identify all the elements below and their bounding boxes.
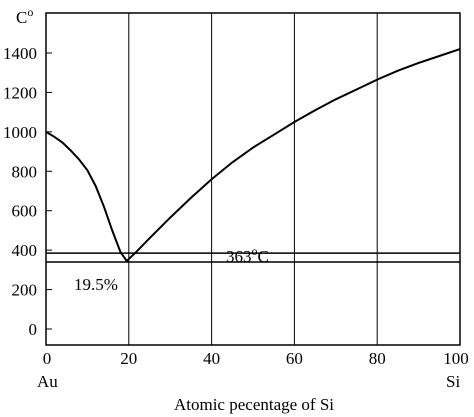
y-tick-label-400: 400 [12,241,38,260]
x-tick-label-100: 100 [443,349,469,368]
y-axis-ticks: 0 200 400 600 800 1000 1200 1400 [3,44,52,339]
plot-frame [45,12,461,346]
x-tick-label-80: 80 [369,349,386,368]
vertical-grid [128,13,378,345]
y-tick-label-200: 200 [12,281,38,300]
y-tick-label-800: 800 [12,162,38,181]
liquidus-curve [45,48,461,263]
x-tick-label-0: 0 [43,349,52,368]
y-tick-label-1200: 1200 [3,83,37,102]
eutectic-composition-label: 19.5% [74,275,118,294]
x-end-label-si: Si [446,372,460,391]
x-axis-ticks: 0 20 40 60 80 100 [43,349,469,368]
x-tick-label-60: 60 [286,349,303,368]
y-tick-label-0: 0 [29,320,38,339]
y-tick-label-600: 600 [12,202,38,221]
x-tick-label-20: 20 [120,349,137,368]
y-axis-label: Co [16,5,33,27]
x-axis-label: Atomic pecentage of Si [174,395,334,414]
x-end-label-au: Au [37,372,58,391]
x-tick-label-40: 40 [203,349,220,368]
eutectic-lines [46,252,460,263]
y-tick-label-1400: 1400 [3,44,37,63]
y-tick-label-1000: 1000 [3,123,37,142]
eutectic-temperature-label: 363oC [226,244,269,266]
